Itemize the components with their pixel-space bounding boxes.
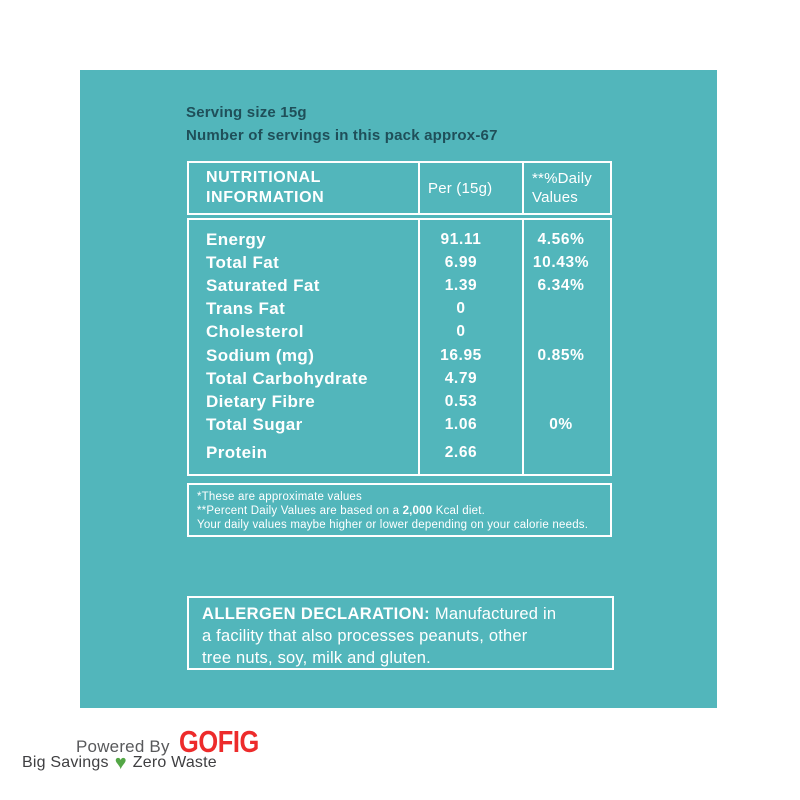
row-per-value: 1.06	[444, 416, 478, 434]
table-row: Total Sugar 1.06 0%	[189, 414, 610, 437]
row-per-value: 0	[456, 300, 466, 318]
table-row: Saturated Fat 1.39 6.34%	[189, 274, 610, 297]
column-divider	[418, 220, 420, 474]
header-per-serving: Per (15g)	[418, 163, 522, 213]
row-label: Total Sugar	[206, 415, 303, 435]
allergen-declaration-box: ALLERGEN DECLARATION: Manufactured in a …	[187, 596, 614, 670]
row-per-value: 6.99	[444, 253, 478, 271]
row-per-value: 4.79	[444, 369, 478, 387]
row-per-value: 91.11	[440, 230, 482, 248]
allergen-line: tree nuts, soy, milk and gluten.	[202, 649, 431, 667]
table-row: Total Carbohydrate 4.79	[189, 367, 610, 390]
table-row: Trans Fat 0	[189, 298, 610, 321]
tagline-left: Big Savings	[22, 754, 109, 771]
row-daily-value: 0%	[549, 416, 573, 434]
row-daily-value: 6.34%	[537, 276, 585, 294]
row-label: Total Fat	[206, 252, 280, 272]
table-row: Sodium (mg) 16.95 0.85%	[189, 344, 610, 367]
powered-by-label: Powered By	[76, 737, 170, 756]
row-label: Saturated Fat	[206, 275, 320, 295]
row-per-value: 16.95	[440, 346, 482, 364]
table-row: Total Fat 6.99 10.43%	[189, 251, 610, 274]
row-label: Sodium (mg)	[206, 345, 315, 365]
table-row: Energy 91.11 4.56%	[189, 228, 610, 251]
footnote-line: **Percent Daily Values are based on a 2,…	[197, 505, 486, 517]
allergen-line: ALLERGEN DECLARATION: Manufactured in	[202, 605, 557, 623]
heart-icon: ♥	[114, 752, 127, 774]
teal-label-panel: Serving size 15g Number of servings in t…	[80, 70, 717, 708]
powered-by-row: Powered By GOFIG	[76, 724, 276, 760]
table-body-rows: Energy 91.11 4.56% Total Fat 6.99 10.43% Satur…	[189, 220, 610, 465]
row-per-value: 2.66	[444, 444, 478, 462]
nutrition-table-body: Energy 91.11 4.56% Total Fat 6.99 10.43% Satur…	[187, 218, 612, 476]
table-row: Dietary Fibre 0.53	[189, 390, 610, 413]
row-daily-value: 10.43%	[532, 253, 590, 271]
row-label: Dietary Fibre	[206, 391, 316, 411]
serving-size-line: Serving size 15g	[186, 104, 307, 121]
serving-info: Serving size 15g Number of servings in t…	[186, 101, 498, 147]
row-daily-value: 0.85%	[537, 346, 585, 364]
header-nutritional-information: NUTRITIONAL INFORMATION	[206, 169, 325, 206]
row-per-value: 0	[456, 323, 466, 341]
column-divider	[522, 220, 524, 474]
allergen-title: ALLERGEN DECLARATION:	[202, 605, 431, 623]
tagline-row: Big Savings ♥ Zero Waste	[22, 752, 217, 774]
row-per-value: 0.53	[444, 392, 478, 410]
row-label: Protein	[206, 443, 268, 463]
table-row: Cholesterol 0	[189, 321, 610, 344]
allergen-line: a facility that also processes peanuts, …	[202, 627, 528, 645]
header-daily-values: **%Daily Values	[522, 163, 610, 213]
footnotes-box: *These are approximate values **Percent …	[187, 483, 612, 537]
row-label: Trans Fat	[206, 299, 286, 319]
row-daily-value: 4.56%	[537, 230, 585, 248]
row-label: Energy	[206, 229, 267, 249]
row-label: Total Carbohydrate	[206, 368, 368, 388]
gofig-logo: GOFIG	[178, 724, 259, 759]
row-label: Cholesterol	[206, 322, 304, 342]
servings-count-line: Number of servings in this pack approx-6…	[186, 127, 498, 144]
footnote-line: Your daily values maybe higher or lower …	[197, 519, 589, 531]
table-row: Protein 2.66	[189, 442, 610, 465]
row-per-value: 1.39	[444, 276, 478, 294]
nutrition-table-header: NUTRITIONAL INFORMATION Per (15g) **%Dai…	[187, 161, 612, 215]
footnote-line: *These are approximate values	[197, 491, 362, 503]
tagline-right: Zero Waste	[132, 754, 217, 771]
